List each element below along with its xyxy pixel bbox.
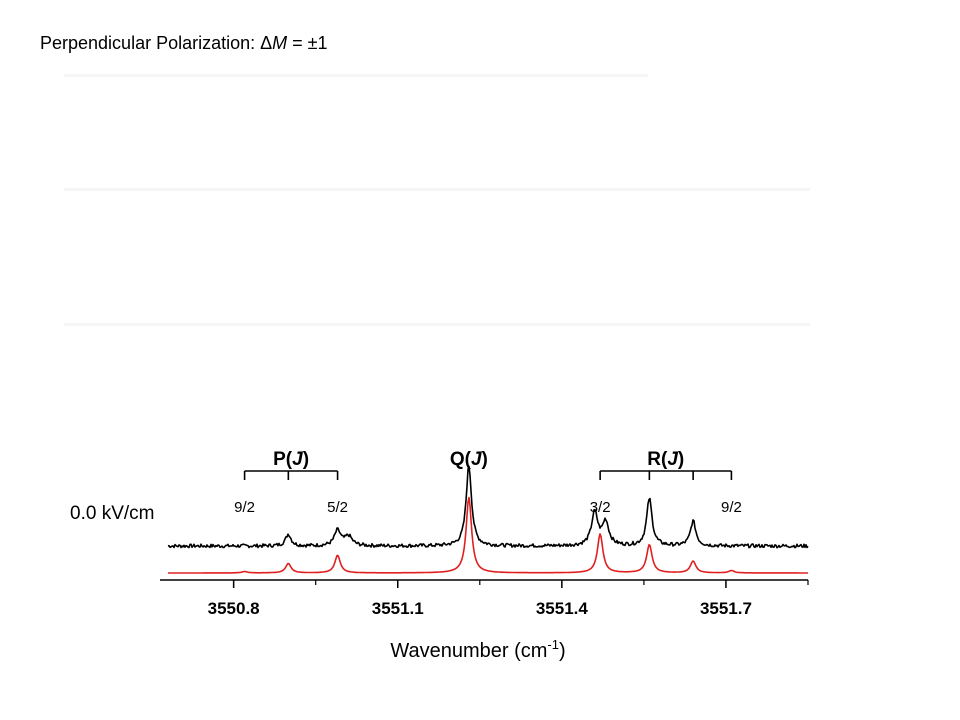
trace-group (167, 465, 809, 574)
x-tick-label: 3551.4 (536, 599, 589, 618)
branch-label-paren: ) (303, 449, 309, 470)
branch-label-symbol: J (667, 449, 678, 470)
x-tick-label: 3551.1 (372, 599, 424, 618)
branch-label-paren: ) (678, 449, 684, 470)
slide-title-delta: Δ (260, 33, 273, 53)
j-label: 5/2 (327, 499, 348, 516)
j-label: 9/2 (721, 499, 742, 516)
trace-label: 0.0 kV/cm (70, 503, 154, 524)
faint-band (64, 188, 810, 191)
branch-label-letter: Q (450, 449, 465, 470)
branch-label-paren: ( (286, 449, 293, 470)
branch-annotations: P(J) Q(J) R(J)9/2 5/2 3/2 9/2 (234, 449, 742, 516)
branch-label: P(J) (273, 449, 309, 470)
branch-label-symbol: J (471, 449, 482, 470)
branch-label-paren: ( (661, 449, 668, 470)
branch-label: Q(J) (450, 449, 488, 470)
j-label: 9/2 (234, 499, 255, 516)
x-axis-title-superscript: -1 (547, 637, 559, 652)
faint-band (64, 323, 810, 326)
slide-title-suffix: = ±1 (287, 33, 328, 53)
x-tick-label: 3551.7 (700, 599, 752, 618)
slide-title-variable: M (272, 33, 288, 53)
x-tick-label: 3550.8 (208, 599, 260, 618)
branch-label-letter: P (273, 449, 286, 470)
x-axis-title: Wavenumber (cm-1) (390, 637, 565, 662)
slide-title-prefix: Perpendicular Polarization: (40, 33, 261, 53)
j-label: 3/2 (590, 499, 611, 516)
figure-panel (64, 432, 811, 668)
experiment-trace (167, 465, 809, 549)
branch-label-symbol: J (292, 449, 303, 470)
x-axis-title-text: Wavenumber (cm (390, 640, 547, 662)
faint-band (64, 74, 648, 77)
branch-label-letter: R (647, 449, 661, 470)
x-axis: 3550.8 3551.1 3551.4 3551.7 (160, 579, 809, 618)
branch-label-paren: ( (465, 449, 472, 470)
branch-label: R(J) (647, 449, 684, 470)
x-axis-title-close: ) (559, 640, 566, 662)
simulation-trace (168, 496, 808, 574)
slide-title: Perpendicular Polarization: ΔM = ±1 (40, 33, 328, 54)
branch-label-paren: ) (482, 449, 488, 470)
